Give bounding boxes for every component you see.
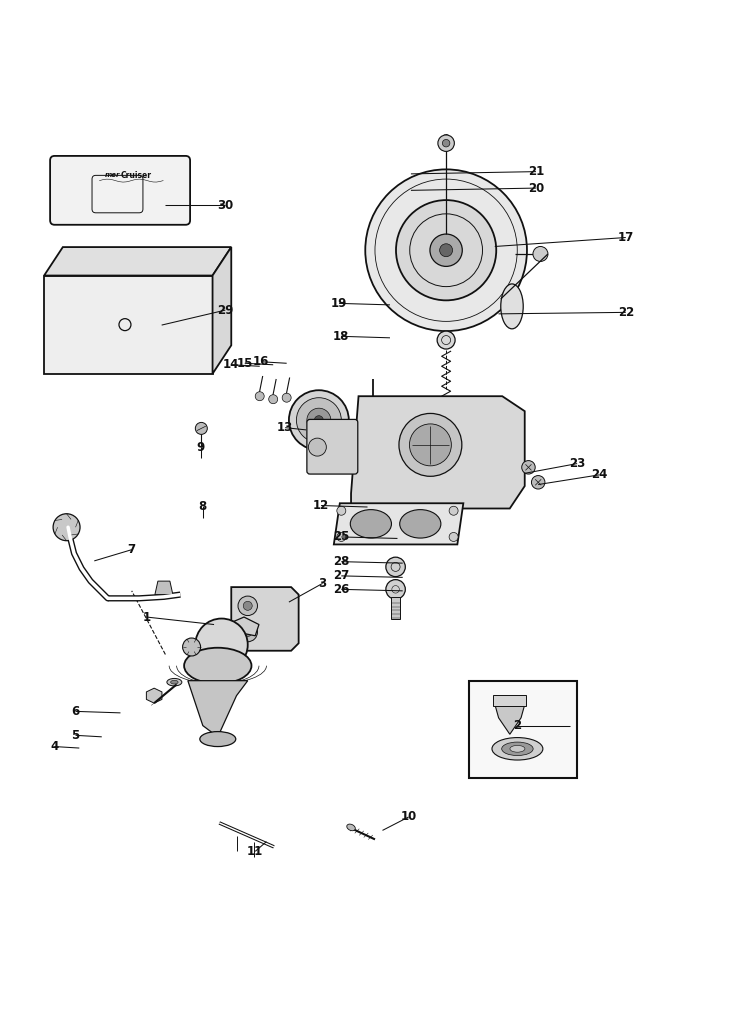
Ellipse shape — [200, 731, 236, 746]
Text: 2: 2 — [513, 719, 521, 732]
Polygon shape — [334, 503, 464, 544]
Text: 8: 8 — [199, 499, 207, 513]
Bar — [391, 597, 400, 619]
Bar — [469, 680, 578, 778]
Circle shape — [386, 580, 405, 599]
Polygon shape — [155, 581, 173, 595]
Circle shape — [410, 424, 452, 466]
Ellipse shape — [167, 678, 182, 685]
Text: 25: 25 — [333, 531, 350, 543]
Circle shape — [365, 170, 527, 332]
Ellipse shape — [502, 742, 533, 756]
Text: 20: 20 — [528, 182, 544, 194]
Text: mer: mer — [105, 172, 120, 178]
Circle shape — [444, 126, 448, 130]
Circle shape — [440, 244, 452, 256]
FancyBboxPatch shape — [50, 156, 190, 225]
Text: 7: 7 — [128, 543, 136, 556]
Text: 26: 26 — [333, 583, 350, 596]
Text: 14: 14 — [223, 358, 239, 371]
Circle shape — [314, 416, 323, 425]
Circle shape — [238, 622, 257, 642]
Ellipse shape — [492, 737, 543, 760]
Text: 23: 23 — [569, 457, 585, 470]
Circle shape — [289, 391, 349, 451]
Text: 21: 21 — [528, 165, 544, 178]
Circle shape — [182, 638, 200, 656]
Circle shape — [195, 618, 248, 671]
Circle shape — [238, 596, 257, 615]
Text: 3: 3 — [319, 577, 327, 590]
Circle shape — [449, 533, 458, 541]
Circle shape — [522, 461, 536, 474]
Text: 5: 5 — [71, 729, 80, 741]
Text: 18: 18 — [333, 330, 350, 343]
Circle shape — [440, 122, 452, 134]
Text: 13: 13 — [277, 421, 293, 434]
Text: 6: 6 — [71, 705, 80, 718]
Circle shape — [195, 422, 207, 434]
Text: 11: 11 — [247, 845, 263, 858]
Circle shape — [449, 506, 458, 516]
Text: 17: 17 — [618, 231, 634, 244]
Circle shape — [308, 438, 326, 456]
Ellipse shape — [510, 745, 525, 753]
Circle shape — [438, 135, 454, 152]
Polygon shape — [217, 617, 259, 636]
Ellipse shape — [501, 284, 524, 328]
Circle shape — [442, 139, 450, 146]
Circle shape — [533, 246, 548, 261]
Ellipse shape — [171, 680, 178, 684]
Polygon shape — [351, 397, 525, 508]
Polygon shape — [495, 705, 525, 734]
Text: 28: 28 — [333, 555, 350, 569]
Text: 12: 12 — [313, 499, 329, 512]
Circle shape — [337, 506, 346, 516]
Circle shape — [337, 533, 346, 541]
Text: Cruiser: Cruiser — [121, 171, 152, 180]
Text: 22: 22 — [618, 306, 634, 319]
Circle shape — [386, 557, 405, 577]
Text: 10: 10 — [400, 811, 417, 824]
Circle shape — [282, 394, 291, 402]
Circle shape — [53, 514, 80, 541]
FancyBboxPatch shape — [307, 419, 358, 474]
Ellipse shape — [346, 824, 355, 831]
Polygon shape — [212, 247, 231, 374]
Circle shape — [532, 476, 545, 489]
Text: 4: 4 — [50, 740, 58, 753]
Circle shape — [243, 601, 252, 610]
Circle shape — [307, 408, 331, 432]
Polygon shape — [44, 247, 231, 276]
Ellipse shape — [350, 510, 392, 538]
Text: 1: 1 — [142, 610, 151, 623]
Text: 19: 19 — [331, 297, 347, 310]
Text: 9: 9 — [196, 440, 205, 454]
Circle shape — [243, 627, 252, 637]
Circle shape — [396, 200, 496, 300]
Bar — [494, 696, 526, 706]
Text: 24: 24 — [592, 468, 608, 481]
Circle shape — [268, 395, 278, 404]
Polygon shape — [231, 587, 298, 651]
Text: 27: 27 — [333, 570, 350, 583]
Text: 15: 15 — [236, 357, 253, 370]
Circle shape — [399, 414, 462, 476]
Ellipse shape — [400, 510, 441, 538]
Polygon shape — [146, 689, 162, 703]
Ellipse shape — [184, 648, 251, 683]
Circle shape — [437, 332, 455, 349]
Circle shape — [255, 392, 264, 401]
Text: 30: 30 — [217, 198, 233, 212]
Polygon shape — [188, 680, 248, 737]
Text: 29: 29 — [217, 304, 233, 316]
Text: 16: 16 — [253, 355, 269, 368]
Circle shape — [430, 234, 462, 266]
Polygon shape — [44, 276, 212, 374]
Circle shape — [296, 398, 341, 442]
